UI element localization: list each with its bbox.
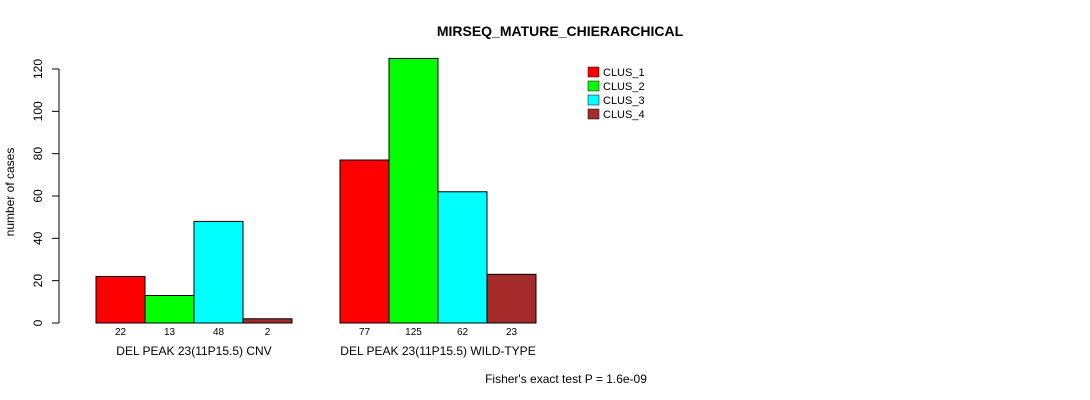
y-tick-label: 100: [31, 101, 45, 121]
legend-label: CLUS_3: [603, 95, 645, 107]
bar-value-label: 23: [506, 327, 518, 338]
bar-clus-3-group-2: [437, 191, 488, 324]
y-tick-label: 120: [31, 59, 45, 79]
bar-clus-2-group-1: [144, 294, 195, 324]
legend-label: CLUS_1: [603, 67, 645, 79]
y-tick-label: 20: [31, 274, 45, 288]
legend: CLUS_1 CLUS_2 CLUS_3 CLUS_4: [587, 66, 645, 121]
bar-value-label: 62: [457, 327, 469, 338]
fisher-test-footnote: Fisher's exact test P = 1.6e-09: [485, 372, 647, 386]
value-labels: 22 77 13 125 48 62 2 23: [115, 327, 518, 338]
bar-value-label: 13: [164, 327, 176, 338]
bar-value-label: 22: [115, 327, 127, 338]
legend-swatch: [587, 80, 600, 92]
bar-clus-2-group-2: [388, 57, 439, 324]
y-axis-label: number of cases: [3, 148, 17, 237]
legend-swatch: [587, 66, 600, 78]
legend-label: CLUS_4: [603, 109, 645, 121]
legend-label: CLUS_2: [603, 81, 645, 93]
bar-clus-4-group-2: [486, 273, 537, 324]
y-tick-label: 80: [31, 147, 45, 161]
y-tick-label: 40: [31, 231, 45, 245]
bar-value-label: 2: [265, 327, 271, 338]
bars: [95, 57, 537, 324]
y-tick-label: 0: [31, 319, 45, 326]
group-label-wild-type: DEL PEAK 23(11P15.5) WILD-TYPE: [340, 344, 535, 358]
chart-title: MIRSEQ_MATURE_CHIERARCHICAL: [437, 23, 684, 39]
bar-clus-3-group-1: [193, 220, 244, 324]
bar-value-label: 48: [213, 327, 225, 338]
y-tick-label: 60: [31, 189, 45, 203]
bar-clus-1-group-1: [95, 275, 146, 324]
bar-value-label: 77: [359, 327, 371, 338]
y-axis: 0 20 40 60 80 100 120: [31, 59, 60, 326]
bar-value-label: 125: [405, 327, 422, 338]
bar-clus-4-group-1: [242, 318, 293, 324]
bar-clus-1-group-2: [339, 159, 390, 324]
legend-swatch: [587, 94, 600, 106]
group-label-cnv: DEL PEAK 23(11P15.5) CNV: [116, 344, 271, 358]
legend-swatch: [587, 108, 600, 120]
